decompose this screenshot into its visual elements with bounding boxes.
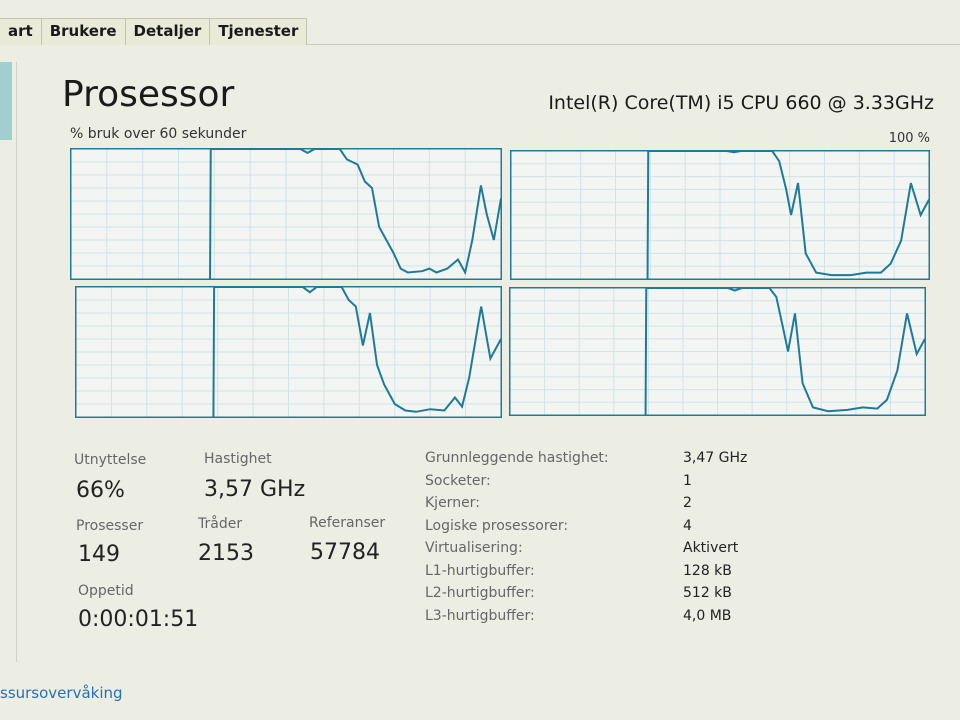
info-key: L2-hurtigbuffer:: [425, 585, 535, 601]
info-key: Kjerner:: [425, 495, 480, 511]
info-key: L3-hurtigbuffer:: [425, 607, 535, 624]
info-key: Grunnleggende hastighet:: [425, 450, 609, 466]
core-graph-2: [510, 150, 930, 280]
tab-detaljer[interactable]: Detaljer: [124, 18, 211, 45]
info-row-l3: L3-hurtigbuffer: 4,0 MB: [425, 608, 747, 631]
core-graph-1: [70, 148, 502, 280]
uptime-label: Oppetid: [78, 583, 134, 599]
info-key: Virtualisering:: [425, 540, 523, 556]
sidebar-selected-item[interactable]: [0, 62, 12, 140]
graph-caption: % bruk over 60 sekunder: [70, 126, 247, 142]
resource-monitor-link[interactable]: ssursovervåking: [0, 684, 123, 702]
info-row-logical: Logiske prosessorer: 4: [425, 518, 747, 541]
info-value: 1: [683, 472, 692, 489]
sidebar-divider: [16, 62, 17, 662]
info-value: 3,47 GHz: [683, 450, 748, 466]
info-row-base-speed: Grunnleggende hastighet: 3,47 GHz: [425, 450, 747, 473]
info-value: 512 kB: [683, 585, 732, 601]
tab-tjenester[interactable]: Tjenester: [209, 18, 308, 45]
utilization-value: 66%: [76, 478, 125, 503]
processes-value: 149: [78, 542, 120, 567]
info-key: Socketer:: [425, 472, 491, 489]
speed-value: 3,57 GHz: [204, 477, 306, 502]
info-row-sockets: Socketer: 1: [425, 473, 747, 496]
uptime-value: 0:00:01:51: [78, 607, 199, 632]
core-graph-4: [509, 287, 926, 416]
tab-bar: art Brukere Detaljer Tjenester: [0, 18, 960, 45]
handles-value: 57784: [310, 540, 380, 565]
info-key: L1-hurtigbuffer:: [425, 562, 535, 579]
page-title: Prosessor: [62, 74, 235, 115]
cpu-usage-line: [646, 150, 930, 280]
info-key: Logiske prosessorer:: [425, 517, 569, 534]
core-graph-3: [75, 286, 502, 418]
info-value: 4: [683, 517, 692, 534]
graph-max-label: 100 %: [888, 131, 930, 146]
threads-value: 2153: [198, 541, 254, 566]
handles-label: Referanser: [309, 515, 386, 531]
info-value: Aktivert: [683, 540, 739, 556]
tab-brukere[interactable]: Brukere: [40, 18, 126, 45]
cpu-usage-line: [212, 286, 502, 418]
threads-label: Tråder: [198, 516, 243, 532]
cpu-usage-line: [209, 148, 502, 280]
info-row-cores: Kjerner: 2: [425, 495, 747, 518]
info-value: 4,0 MB: [683, 607, 732, 624]
cpu-usage-line: [644, 287, 926, 416]
cpu-info-table: Grunnleggende hastighet: 3,47 GHz Sockete…: [425, 450, 747, 630]
processes-label: Prosesser: [76, 518, 144, 534]
info-row-virtualization: Virtualisering: Aktivert: [425, 540, 747, 563]
info-row-l2: L2-hurtigbuffer: 512 kB: [425, 585, 747, 608]
info-value: 2: [683, 495, 692, 511]
info-value: 128 kB: [683, 562, 732, 579]
tab-oppstart[interactable]: art: [0, 18, 42, 45]
utilization-label: Utnyttelse: [74, 452, 147, 468]
speed-label: Hastighet: [204, 451, 272, 467]
cpu-name: Intel(R) Core(TM) i5 CPU 660 @ 3.33GHz: [548, 92, 934, 114]
info-row-l1: L1-hurtigbuffer: 128 kB: [425, 563, 747, 586]
